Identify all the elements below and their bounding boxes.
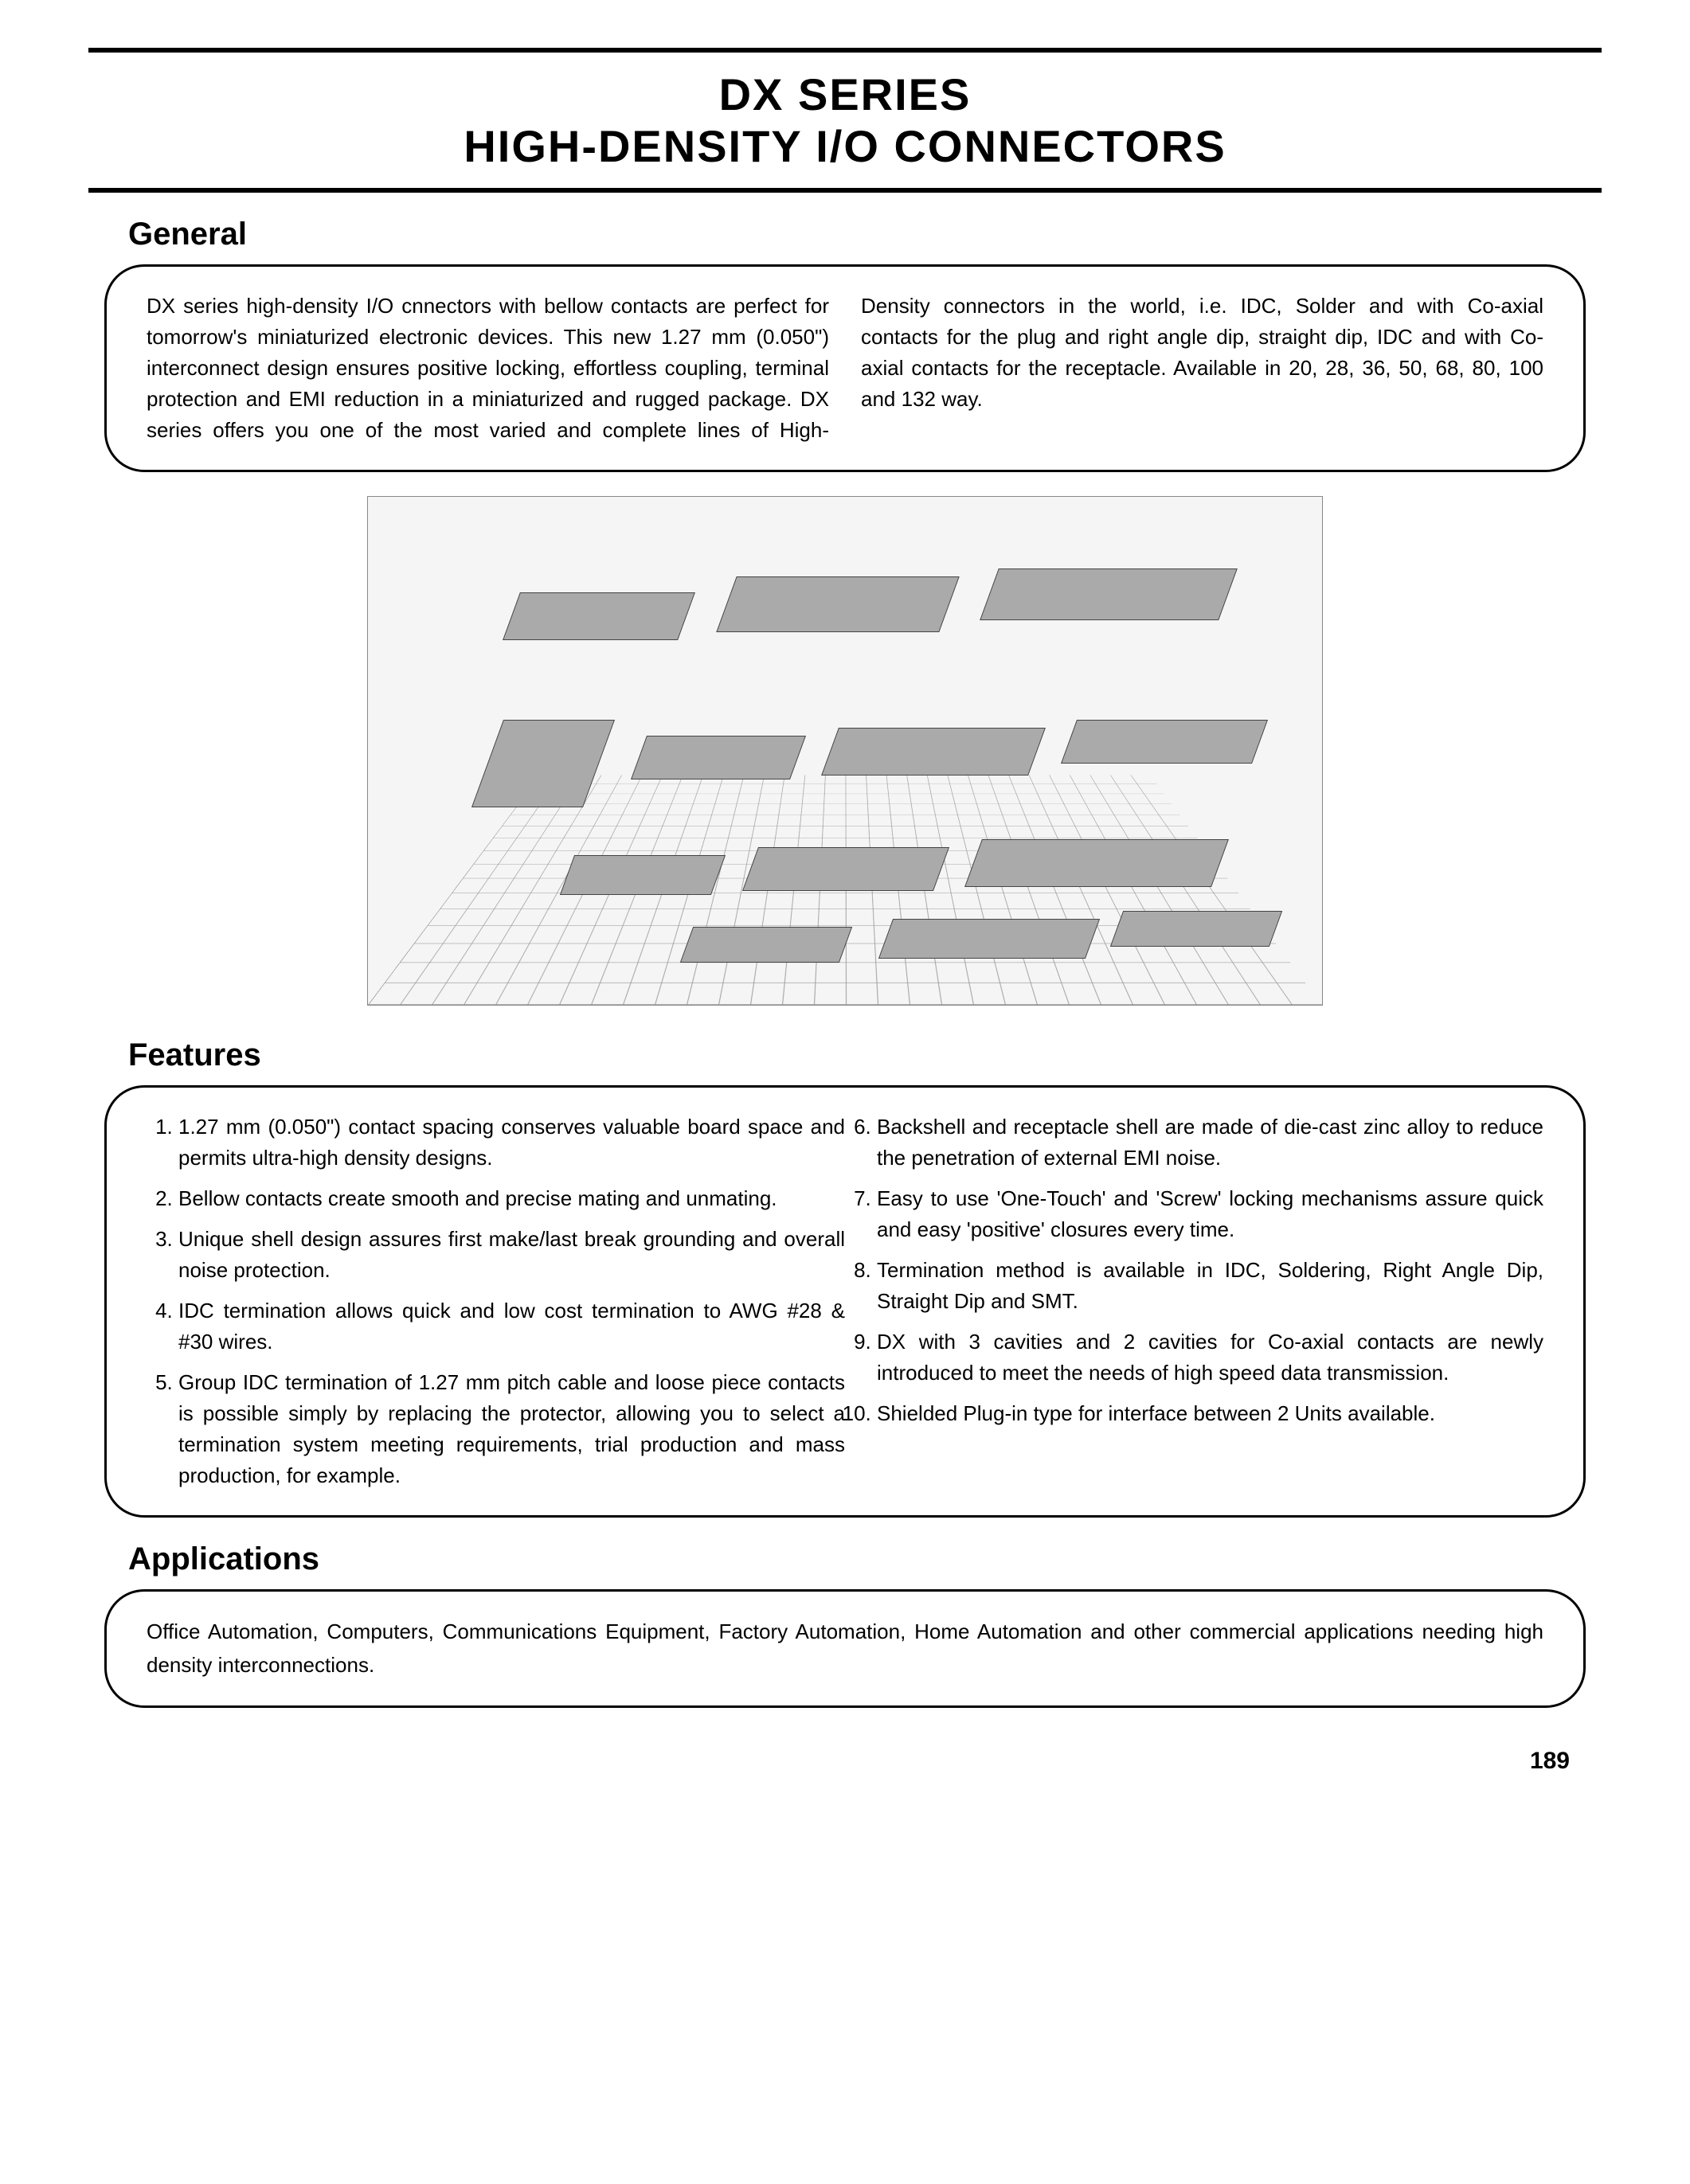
connector-shape (560, 855, 726, 895)
feature-item: Shielded Plug-in type for interface betw… (877, 1398, 1543, 1429)
connector-shape (980, 568, 1238, 620)
features-heading: Features (128, 1037, 1602, 1073)
title-line-2: HIGH-DENSITY I/O CONNECTORS (88, 120, 1602, 172)
feature-item: IDC termination allows quick and low cos… (178, 1295, 845, 1358)
applications-box: Office Automation, Computers, Communicat… (104, 1589, 1586, 1708)
general-text: DX series high-density I/O cnnectors wit… (147, 291, 1543, 446)
connector-shape (503, 592, 695, 640)
connector-shape (1061, 720, 1268, 764)
page-number: 189 (88, 1748, 1570, 1775)
applications-text: Office Automation, Computers, Communicat… (147, 1616, 1543, 1682)
feature-item: Backshell and receptacle shell are made … (877, 1112, 1543, 1174)
applications-heading: Applications (128, 1541, 1602, 1577)
features-list: 1.27 mm (0.050") contact spacing conserv… (147, 1112, 1543, 1491)
connector-shape (878, 919, 1100, 959)
feature-item: 1.27 mm (0.050") contact spacing conserv… (178, 1112, 845, 1174)
general-box: DX series high-density I/O cnnectors wit… (104, 264, 1586, 472)
feature-item: Bellow contacts create smooth and precis… (178, 1183, 845, 1214)
title-line-1: DX SERIES (88, 68, 1602, 120)
feature-item: Easy to use 'One-Touch' and 'Screw' lock… (877, 1183, 1543, 1245)
page-container: DX SERIES HIGH-DENSITY I/O CONNECTORS Ge… (88, 48, 1602, 1775)
feature-item: Termination method is available in IDC, … (877, 1255, 1543, 1317)
connector-shape (964, 839, 1229, 887)
connector-shape (631, 736, 806, 779)
feature-item: Group IDC termination of 1.27 mm pitch c… (178, 1367, 845, 1491)
connector-shape (1110, 911, 1282, 947)
connector-shape (821, 728, 1046, 776)
general-heading: General (128, 217, 1602, 252)
connector-shape (680, 927, 852, 963)
connector-shape (716, 576, 959, 632)
features-box: 1.27 mm (0.050") contact spacing conserv… (104, 1085, 1586, 1518)
product-illustration (367, 496, 1323, 1006)
feature-item: DX with 3 cavities and 2 cavities for Co… (877, 1326, 1543, 1389)
connector-shape (742, 847, 949, 891)
feature-item: Unique shell design assures first make/l… (178, 1224, 845, 1286)
title-section: DX SERIES HIGH-DENSITY I/O CONNECTORS (88, 48, 1602, 193)
